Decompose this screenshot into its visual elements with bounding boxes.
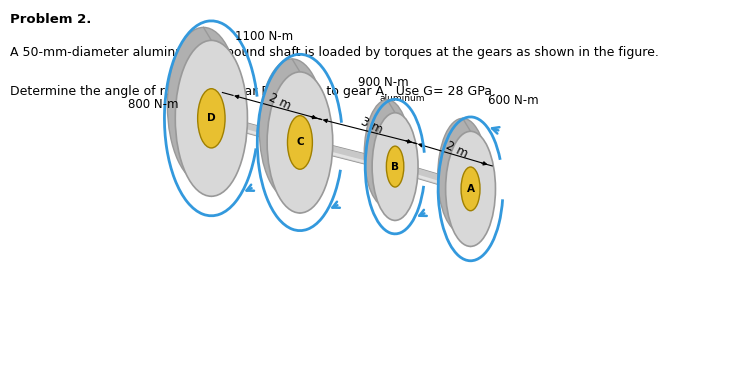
Text: Determine the angle of rotation of gear D relative to gear A.  Use G: Determine the angle of rotation of gear … [10, 85, 433, 98]
Text: 800 N-m: 800 N-m [128, 98, 179, 111]
Ellipse shape [386, 146, 404, 187]
Ellipse shape [372, 113, 418, 220]
Ellipse shape [268, 72, 333, 213]
Text: Problem 2.: Problem 2. [10, 12, 91, 25]
Ellipse shape [445, 131, 496, 246]
Text: 2 m: 2 m [444, 138, 470, 160]
Ellipse shape [259, 59, 325, 200]
Text: C: C [296, 138, 304, 147]
Text: 3 m: 3 m [359, 115, 385, 137]
Text: = 28 GPa.: = 28 GPa. [428, 85, 496, 98]
Text: 1100 N-m: 1100 N-m [235, 30, 293, 43]
Text: A: A [467, 184, 474, 194]
Text: 600 N-m: 600 N-m [488, 94, 539, 107]
Text: aluminum: aluminum [379, 94, 425, 103]
Text: A 50-mm-diameter aluminum compound shaft is loaded by torques at the gears as sh: A 50-mm-diameter aluminum compound shaft… [10, 46, 659, 59]
Ellipse shape [365, 100, 411, 208]
Text: 2 m: 2 m [267, 91, 293, 113]
Ellipse shape [176, 40, 247, 196]
Ellipse shape [167, 27, 239, 183]
Ellipse shape [198, 89, 225, 148]
Text: D: D [207, 113, 216, 123]
Text: 900 N-m: 900 N-m [358, 76, 408, 89]
Ellipse shape [438, 118, 488, 233]
Ellipse shape [461, 167, 480, 211]
Ellipse shape [288, 116, 313, 169]
Text: B: B [391, 162, 399, 172]
